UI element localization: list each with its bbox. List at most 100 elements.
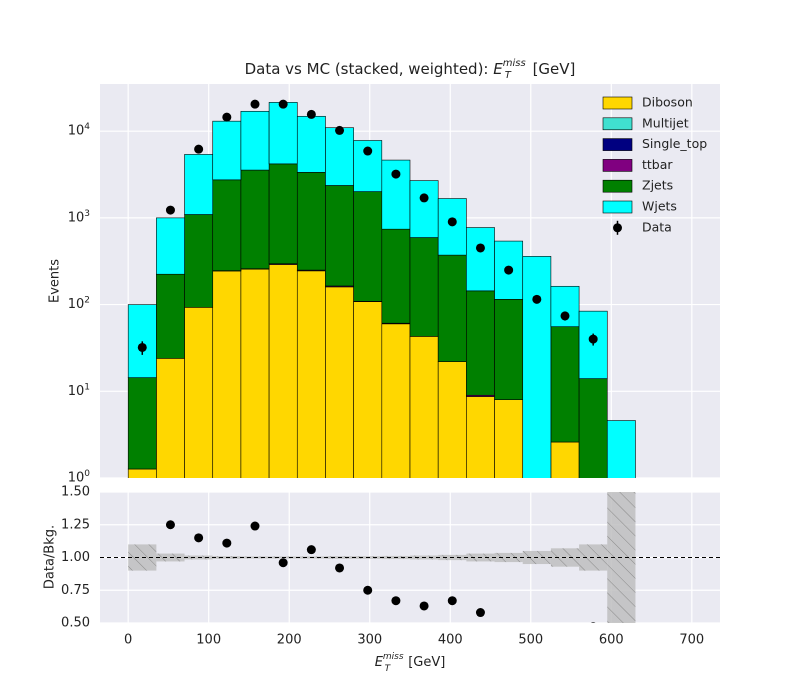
data-point [419, 193, 429, 203]
legend-label: Diboson [642, 95, 693, 110]
bar-segment [550, 285, 580, 327]
bar-segment [296, 172, 326, 271]
bar-segment [409, 336, 439, 478]
y-tick-label: 102 [68, 295, 90, 312]
data-point [391, 169, 401, 179]
bar-segment [522, 256, 552, 478]
bar-segment [437, 361, 467, 478]
data-point [165, 205, 175, 215]
ratio-point [222, 538, 232, 548]
data-point [335, 125, 345, 135]
x-tick-label: 300 [357, 633, 382, 648]
legend-swatch [602, 179, 633, 193]
legend-label: Single_top [642, 136, 707, 151]
legend-swatch [602, 200, 633, 214]
bar-segment [494, 299, 524, 400]
bar-segment [268, 163, 298, 265]
bar-segment [127, 304, 157, 378]
bar-segment [127, 468, 157, 478]
legend-swatch [602, 159, 633, 172]
bar-segment [184, 307, 214, 478]
x-tick-label: 400 [438, 633, 463, 648]
y-tick-label: 1.50 [61, 485, 90, 500]
ratio-point [335, 563, 345, 573]
data-point [363, 146, 373, 156]
bar-segment [381, 323, 411, 478]
data-point [194, 144, 204, 154]
bar-segment [578, 378, 608, 478]
legend-swatch [602, 96, 633, 110]
bar-segment [466, 290, 495, 396]
y-tick-label: 104 [68, 122, 91, 139]
ratio-point [138, 642, 147, 651]
data-point [475, 243, 485, 253]
bar-segment [466, 227, 495, 292]
bar-segment [268, 264, 298, 478]
legend-label: Multijet [642, 115, 689, 130]
bar-segment [156, 358, 185, 478]
bar-segment [466, 396, 495, 478]
bar-segment [325, 127, 354, 186]
data-point [278, 99, 288, 109]
bar-segment [268, 102, 298, 165]
y-tick-label: 0.75 [61, 583, 90, 598]
bar-segment [550, 441, 580, 478]
data-point [588, 334, 598, 344]
bar-segment [325, 185, 354, 287]
bar-segment [156, 273, 185, 359]
legend-swatch [602, 117, 633, 131]
x-tick-label: 200 [277, 633, 302, 648]
legend-swatch [602, 138, 633, 151]
data-point [504, 265, 514, 275]
x-tick-label: 500 [518, 633, 543, 648]
bar-segment [156, 217, 185, 275]
bar-segment [212, 120, 242, 181]
bar-segment [240, 110, 270, 171]
data-point [137, 342, 147, 352]
ratio-point [391, 596, 401, 606]
legend-label: Data [642, 219, 672, 234]
data-point [560, 311, 570, 321]
bar-segment [437, 198, 467, 256]
x-tick-label: 100 [196, 633, 221, 648]
data-point [250, 99, 260, 109]
bar-segment [296, 115, 326, 173]
bottom-panel [100, 492, 720, 651]
ratio-point [250, 521, 260, 531]
bar-segment [353, 301, 383, 478]
bar-segment [127, 377, 157, 470]
bar-segment [184, 214, 214, 308]
bar-segment [212, 270, 242, 478]
ratio-point [278, 558, 288, 568]
bar-segment [325, 286, 354, 478]
legend-label: ttbar [642, 157, 673, 172]
ratio-point [475, 608, 485, 618]
bar-segment [381, 228, 411, 324]
data-point [447, 217, 457, 227]
bar-segment [494, 399, 524, 478]
y-tick-label: 100 [68, 469, 91, 486]
ratio-point [561, 625, 570, 634]
legend-label: Wjets [642, 199, 677, 214]
y-tick-label: 101 [68, 382, 90, 399]
bar-segment [409, 180, 439, 238]
ratio-point [447, 596, 457, 606]
ratio-point [363, 585, 373, 595]
ratio-point [165, 520, 175, 530]
y-tick-label: 0.50 [61, 616, 90, 631]
ratio-point [306, 545, 316, 555]
bar-segment [212, 179, 242, 271]
data-point [532, 294, 542, 304]
ratio-point [194, 533, 204, 543]
legend-label: Zjets [642, 178, 673, 193]
x-tick-label: 600 [599, 633, 624, 648]
x-axis-label: Emiss T [GeV] [375, 652, 446, 674]
bar-segment [184, 154, 214, 215]
bar-segment [409, 237, 439, 337]
bar-segment [296, 270, 326, 478]
x-tick-label: 700 [679, 633, 704, 648]
bar-segment [606, 420, 636, 478]
